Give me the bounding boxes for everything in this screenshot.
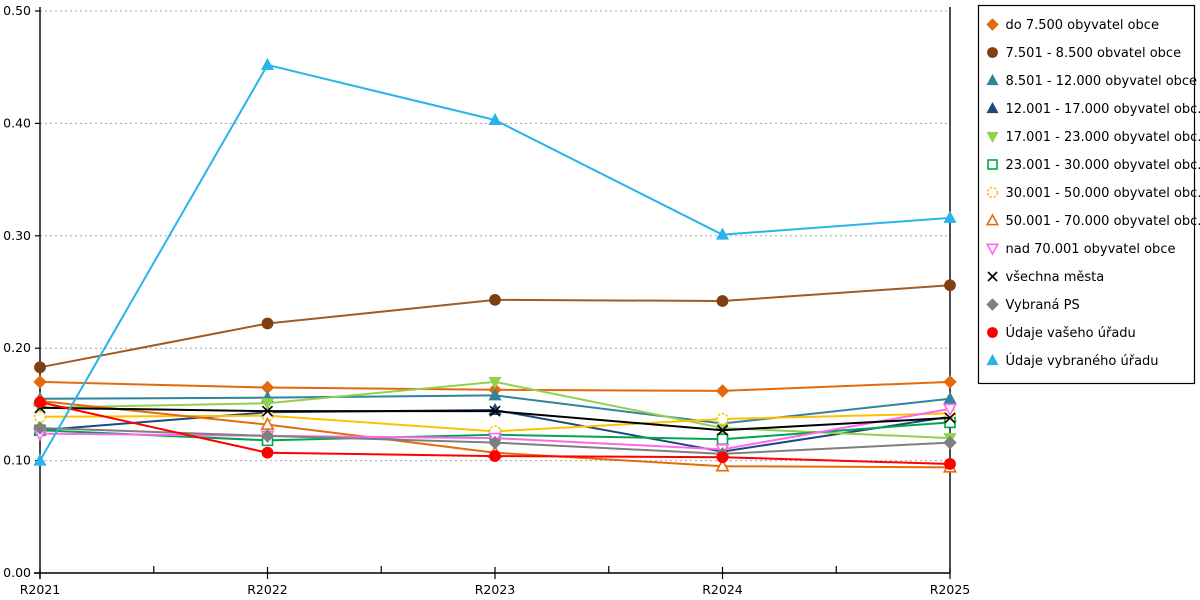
series-marker-2	[943, 391, 957, 404]
legend-marker-circle-icon	[986, 186, 999, 199]
legend-label: Údaje vybraného úřadu	[1006, 353, 1159, 369]
series-marker-11	[944, 458, 956, 470]
series-marker-2	[488, 388, 502, 401]
legend-marker-triangle-up-icon	[985, 213, 1000, 226]
series-marker-0	[943, 375, 957, 389]
series-marker-1	[34, 361, 46, 374]
legend-label: 50.001 - 70.000 obyvatel obc...	[1006, 214, 1200, 229]
series-marker-11	[489, 450, 501, 463]
y-tick-label: 0.10	[3, 453, 31, 468]
series-marker-12	[943, 210, 957, 223]
series-marker-4	[260, 398, 275, 411]
x-tick-label: R2025	[930, 582, 971, 597]
series-marker-12	[260, 57, 275, 70]
x-tick-label: R2024	[702, 582, 743, 597]
legend-marker-triangle-up-icon	[986, 73, 999, 86]
legend-marker-x-icon	[987, 271, 998, 282]
series-marker-7	[715, 458, 730, 472]
legend-marker-square-icon	[987, 159, 998, 170]
legend-marker-diamond-icon	[986, 18, 999, 31]
legend-label: 12.001 - 17.000 obyvatel obc...	[1006, 102, 1200, 117]
series-marker-7	[260, 416, 275, 430]
series-marker-1	[944, 279, 956, 292]
legend-label: Vybraná PS	[1006, 298, 1080, 313]
series-marker-9	[716, 424, 729, 436]
series-marker-0	[715, 384, 730, 398]
legend-marker-circle-icon	[987, 327, 998, 338]
series-marker-10	[943, 435, 957, 450]
x-tick-label: R2022	[247, 582, 288, 597]
x-tick-label: R2023	[475, 582, 516, 597]
legend-label: 23.001 - 30.000 obyvatel obc...	[1006, 158, 1200, 173]
legend-label: nad 70.001 obyvatel obce	[1006, 242, 1176, 257]
series-marker-5	[716, 433, 729, 446]
series-marker-9	[261, 405, 274, 417]
legend-label: 8.501 - 12.000 obyvatel obce	[1006, 74, 1198, 89]
y-tick-label: 0.00	[3, 565, 31, 580]
series-marker-11	[34, 396, 46, 409]
series-marker-9	[944, 412, 956, 424]
series-marker-8	[942, 403, 958, 417]
series-marker-11	[716, 451, 729, 464]
legend-label: 30.001 - 50.000 obyvatel obc...	[1006, 186, 1200, 201]
legend-box	[977, 4, 1196, 385]
legend-marker-triangle-down-icon	[986, 131, 999, 144]
series-marker-12	[715, 227, 730, 240]
legend-label: 17.001 - 23.000 obyvatel obc...	[1006, 130, 1200, 145]
series-marker-1	[489, 293, 501, 306]
series-marker-10	[488, 435, 502, 450]
legend-label: všechna města	[1006, 270, 1105, 285]
y-tick-label: 0.50	[3, 3, 31, 18]
series-marker-1	[261, 317, 274, 330]
series-marker-6	[33, 410, 47, 423]
series-marker-11	[261, 446, 274, 459]
series-marker-12	[33, 453, 47, 466]
series-marker-10	[33, 421, 47, 435]
legend-label: 7.501 - 8.500 obvatel obce	[1006, 46, 1182, 61]
legend-marker-triangle-down-icon	[985, 243, 1000, 256]
legend-label: do 7.500 obyvatel obce	[1006, 18, 1159, 33]
legend-marker-triangle-up-icon	[986, 353, 999, 366]
x-tick-label: R2021	[20, 582, 61, 597]
series-marker-6	[716, 412, 729, 426]
series-marker-9	[489, 405, 501, 417]
series-marker-0	[33, 375, 47, 389]
y-tick-label: 0.20	[3, 340, 31, 355]
series-marker-1	[716, 295, 729, 307]
legend-marker-circle-icon	[987, 47, 998, 58]
legend-label: Údaje vašeho úřadu	[1006, 325, 1136, 341]
series-marker-10	[260, 429, 275, 443]
legend-marker-diamond-icon	[986, 298, 999, 311]
y-tick-label: 0.40	[3, 115, 31, 130]
legend-marker-triangle-up-icon	[986, 101, 999, 114]
series-marker-12	[488, 112, 502, 126]
series-marker-4	[488, 376, 502, 389]
y-tick-label: 0.30	[3, 228, 31, 243]
